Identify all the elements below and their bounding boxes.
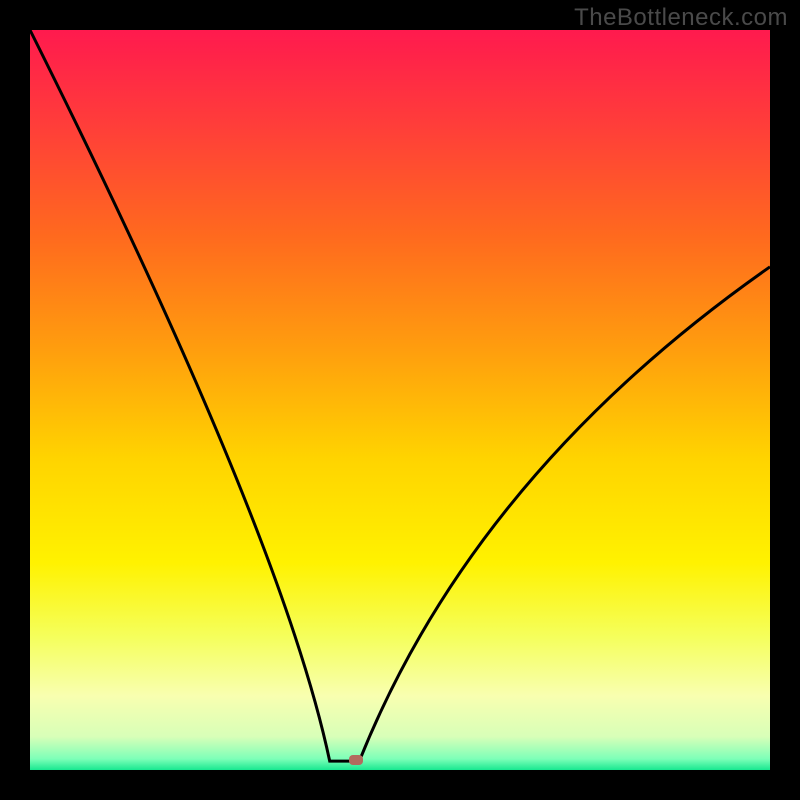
plot-background — [30, 30, 770, 770]
chart-root: TheBottleneck.com — [0, 0, 800, 800]
watermark-text: TheBottleneck.com — [574, 4, 788, 32]
bottleneck-chart — [0, 0, 800, 800]
bottleneck-point-marker — [349, 755, 363, 765]
